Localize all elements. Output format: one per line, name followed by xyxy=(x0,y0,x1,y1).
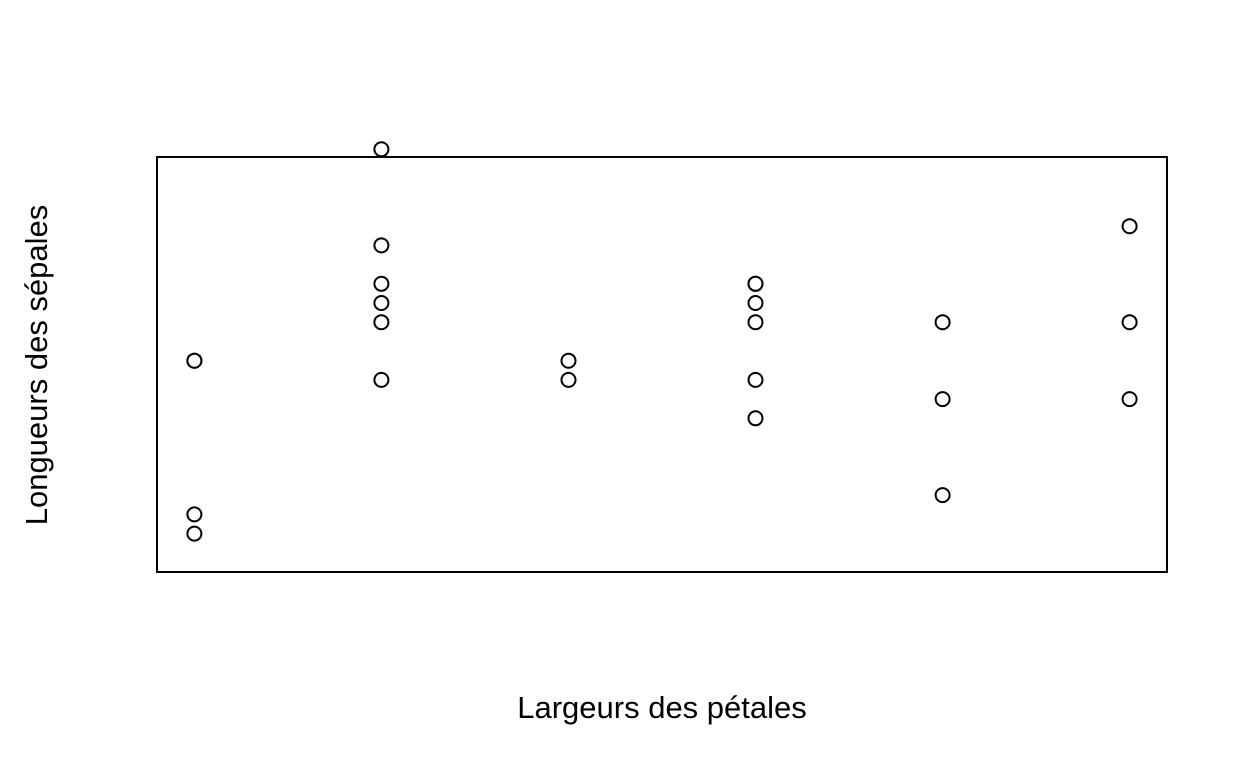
data-point xyxy=(934,391,951,408)
data-point xyxy=(373,275,390,292)
data-point xyxy=(186,352,203,369)
data-point xyxy=(373,314,390,331)
data-point xyxy=(747,295,764,311)
data-point xyxy=(1121,218,1138,235)
data-point xyxy=(747,275,764,292)
data-point xyxy=(934,487,951,504)
data-point xyxy=(186,506,203,523)
y-axis-label: Longueurs des sépales xyxy=(19,205,54,526)
data-point xyxy=(560,352,577,369)
data-point xyxy=(373,371,390,388)
data-point xyxy=(373,237,390,254)
x-axis-label: Largeurs des pétales xyxy=(517,690,807,725)
data-point xyxy=(934,314,951,331)
data-point xyxy=(373,295,390,311)
data-point xyxy=(1121,314,1138,331)
data-point xyxy=(373,141,390,158)
plot-frame xyxy=(156,156,1168,573)
points-layer xyxy=(186,141,1138,542)
data-point xyxy=(560,371,577,388)
data-point xyxy=(747,410,764,427)
data-point xyxy=(747,371,764,388)
data-point xyxy=(1121,391,1138,408)
data-point xyxy=(186,525,203,542)
data-point xyxy=(747,314,764,331)
